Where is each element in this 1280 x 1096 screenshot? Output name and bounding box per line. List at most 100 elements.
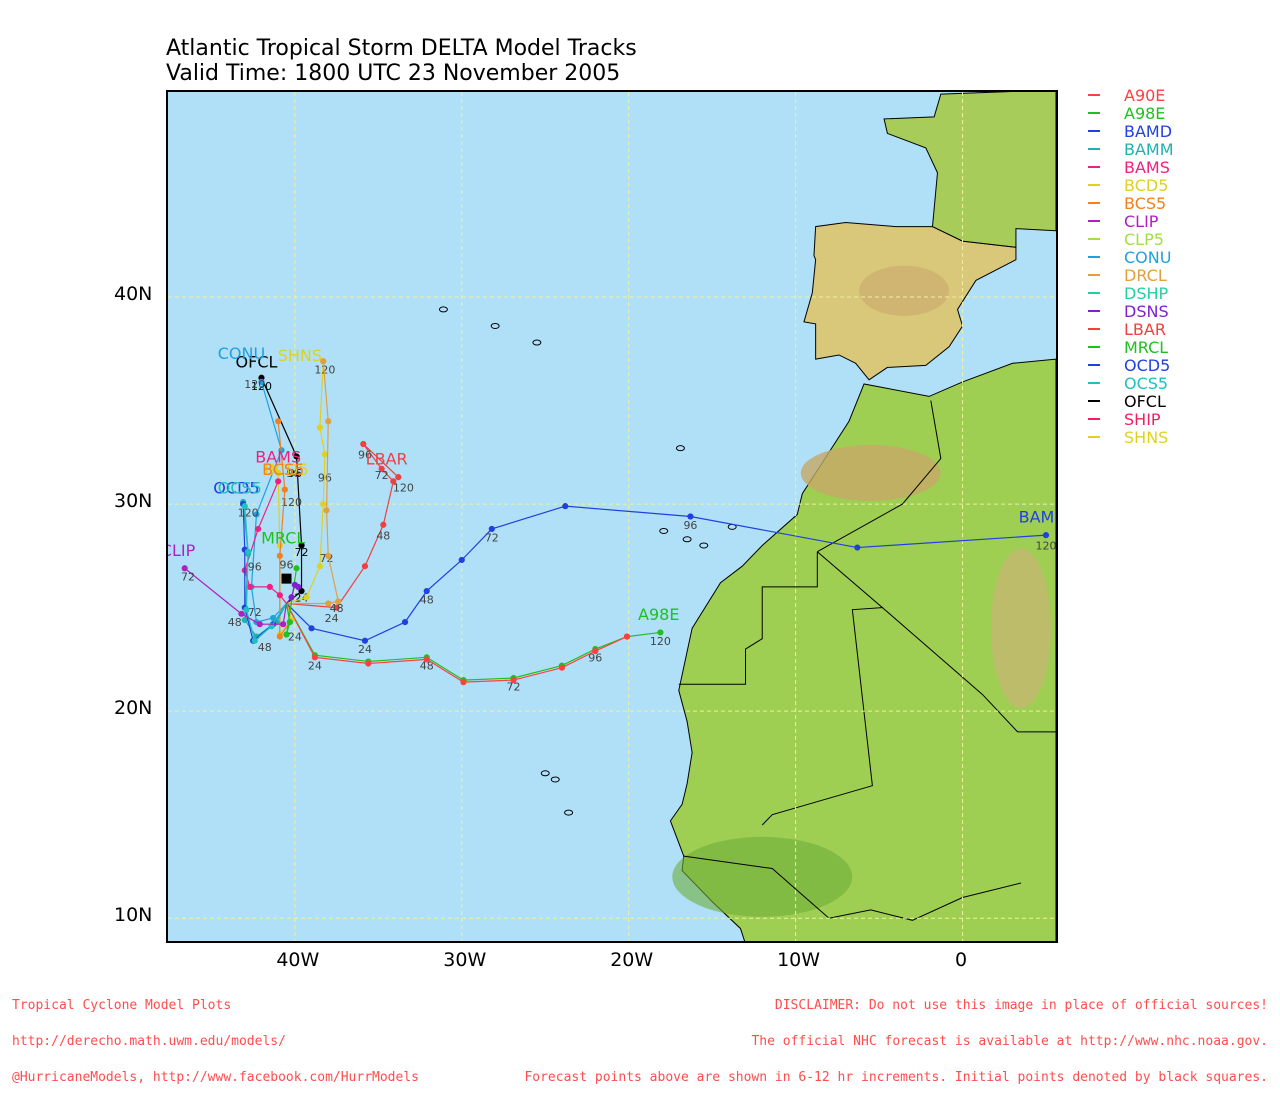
lat-tick-label: 30N	[114, 490, 153, 513]
footer-left-2[interactable]: http://derecho.math.uwm.edu/models/	[12, 1034, 286, 1049]
france-landmass	[883, 92, 1056, 248]
legend-label: DRCL	[1124, 265, 1167, 285]
chart-title: Atlantic Tropical Storm DELTA Model Trac…	[166, 36, 637, 86]
title-line-1: Atlantic Tropical Storm DELTA Model Trac…	[166, 36, 637, 61]
legend-label: BAMM	[1124, 139, 1174, 159]
legend-swatch	[1088, 130, 1100, 132]
forecast-hour-label: 48	[376, 529, 390, 542]
forecast-point	[258, 378, 265, 386]
forecast-hour-label: 72	[295, 546, 309, 559]
legend-item-dsns: DSNS	[1088, 301, 1174, 321]
forecast-hour-label: 96	[286, 467, 300, 480]
forecast-point	[308, 625, 315, 632]
graticule	[168, 92, 1056, 941]
legend-swatch	[1088, 112, 1100, 114]
atlas-mountains	[800, 445, 941, 502]
lon-tick-label: 20W	[610, 949, 654, 971]
forecast-point	[592, 647, 599, 655]
track-name-label: BAMS	[255, 448, 301, 467]
forecast-hour-label: 120	[650, 635, 671, 648]
track-bams: BAMS	[241, 448, 301, 604]
forecast-point	[286, 619, 293, 626]
forecast-point	[488, 525, 495, 533]
track-name-label: OCD5	[213, 479, 259, 498]
forecast-point	[181, 565, 188, 572]
forecast-point	[378, 465, 385, 472]
legend-label: DSNS	[1124, 301, 1169, 321]
forecast-hour-label: 48	[420, 660, 434, 673]
forecast-point	[276, 592, 283, 599]
legend-swatch	[1088, 148, 1100, 150]
forecast-point	[280, 621, 287, 628]
lat-tick-label: 20N	[114, 697, 153, 720]
forecast-point	[460, 679, 467, 686]
legend-item-bcs5: BCS5	[1088, 194, 1174, 213]
forecast-point	[298, 587, 305, 595]
forecast-point	[238, 610, 245, 617]
forecast-hour-label: 120	[251, 380, 272, 393]
footer-right-2: The official NHC forecast is available a…	[751, 1034, 1268, 1049]
footer-credits: Tropical Cyclone Model Plots http://dere…	[12, 976, 419, 1096]
footer-left-1: Tropical Cyclone Model Plots	[12, 998, 232, 1013]
forecast-hour-label: 120	[281, 496, 302, 509]
forecast-hour-label: 48	[228, 616, 242, 629]
forecast-hour-label: 96	[683, 519, 697, 532]
legend-item-drcl: DRCL	[1088, 265, 1174, 285]
forecast-point	[243, 606, 250, 613]
track-name-label: A98E	[638, 605, 679, 624]
legend-label: CLIP	[1124, 211, 1159, 231]
forecast-point	[333, 604, 340, 611]
ahaggar-highlands	[990, 548, 1051, 709]
track-name-label: OFCL	[236, 352, 278, 371]
lon-tick-label: 40W	[276, 949, 320, 971]
legend-item-conu: CONU	[1088, 248, 1174, 267]
track-a90e	[285, 603, 631, 686]
track-name-label: BCD5	[264, 460, 308, 479]
forecast-point	[335, 598, 342, 605]
legend-swatch	[1088, 364, 1100, 366]
forecast-point	[320, 500, 327, 508]
initial-position-marker	[281, 573, 292, 584]
island	[682, 536, 692, 543]
forecast-point	[293, 453, 300, 460]
island	[550, 776, 560, 783]
country-border	[678, 551, 818, 685]
track-dsns	[286, 581, 302, 604]
forecast-hour-label: 96	[280, 558, 294, 571]
forecast-point	[562, 503, 569, 510]
forecast-point	[246, 583, 253, 591]
legend-item-bcd5: BCD5	[1088, 176, 1174, 195]
track-name-label: OCS5	[218, 479, 262, 498]
forecast-point	[323, 507, 330, 514]
legend-item-mrcl: MRCL	[1088, 337, 1174, 357]
lat-tick-label: 10N	[114, 904, 153, 927]
forecast-point	[288, 594, 295, 601]
legend-swatch	[1088, 328, 1100, 330]
footer-left-3[interactable]: @HurricaneModels, http://www.facebook.co…	[12, 1070, 419, 1085]
forecast-point	[276, 552, 283, 559]
legend-swatch	[1088, 184, 1100, 186]
forecast-point	[316, 424, 323, 431]
footer-disclaimer: DISCLAIMER: Do not use this image in pla…	[524, 976, 1268, 1096]
track-line	[286, 443, 399, 609]
country-border	[817, 400, 942, 553]
track-name-label: BAMD	[1019, 508, 1056, 527]
forecast-point	[423, 656, 430, 663]
track-drcl	[286, 358, 342, 607]
legend-label: MRCL	[1124, 337, 1169, 357]
legend-swatch	[1088, 238, 1100, 240]
legend-swatch	[1088, 274, 1100, 276]
legend-swatch	[1088, 400, 1100, 402]
land-layer	[438, 92, 1056, 941]
forecast-point	[298, 542, 305, 549]
legend-item-bams: BAMS	[1088, 158, 1174, 177]
legend-swatch	[1088, 418, 1100, 420]
forecast-hour-label: 24	[325, 612, 339, 625]
island	[564, 809, 574, 816]
island	[438, 306, 448, 313]
forecast-point	[270, 614, 277, 622]
forecast-hour-label: 48	[330, 602, 344, 615]
track-name-label: MRCL	[261, 528, 305, 547]
legend-item-shns: SHNS	[1088, 428, 1174, 447]
forecast-point	[275, 469, 282, 477]
